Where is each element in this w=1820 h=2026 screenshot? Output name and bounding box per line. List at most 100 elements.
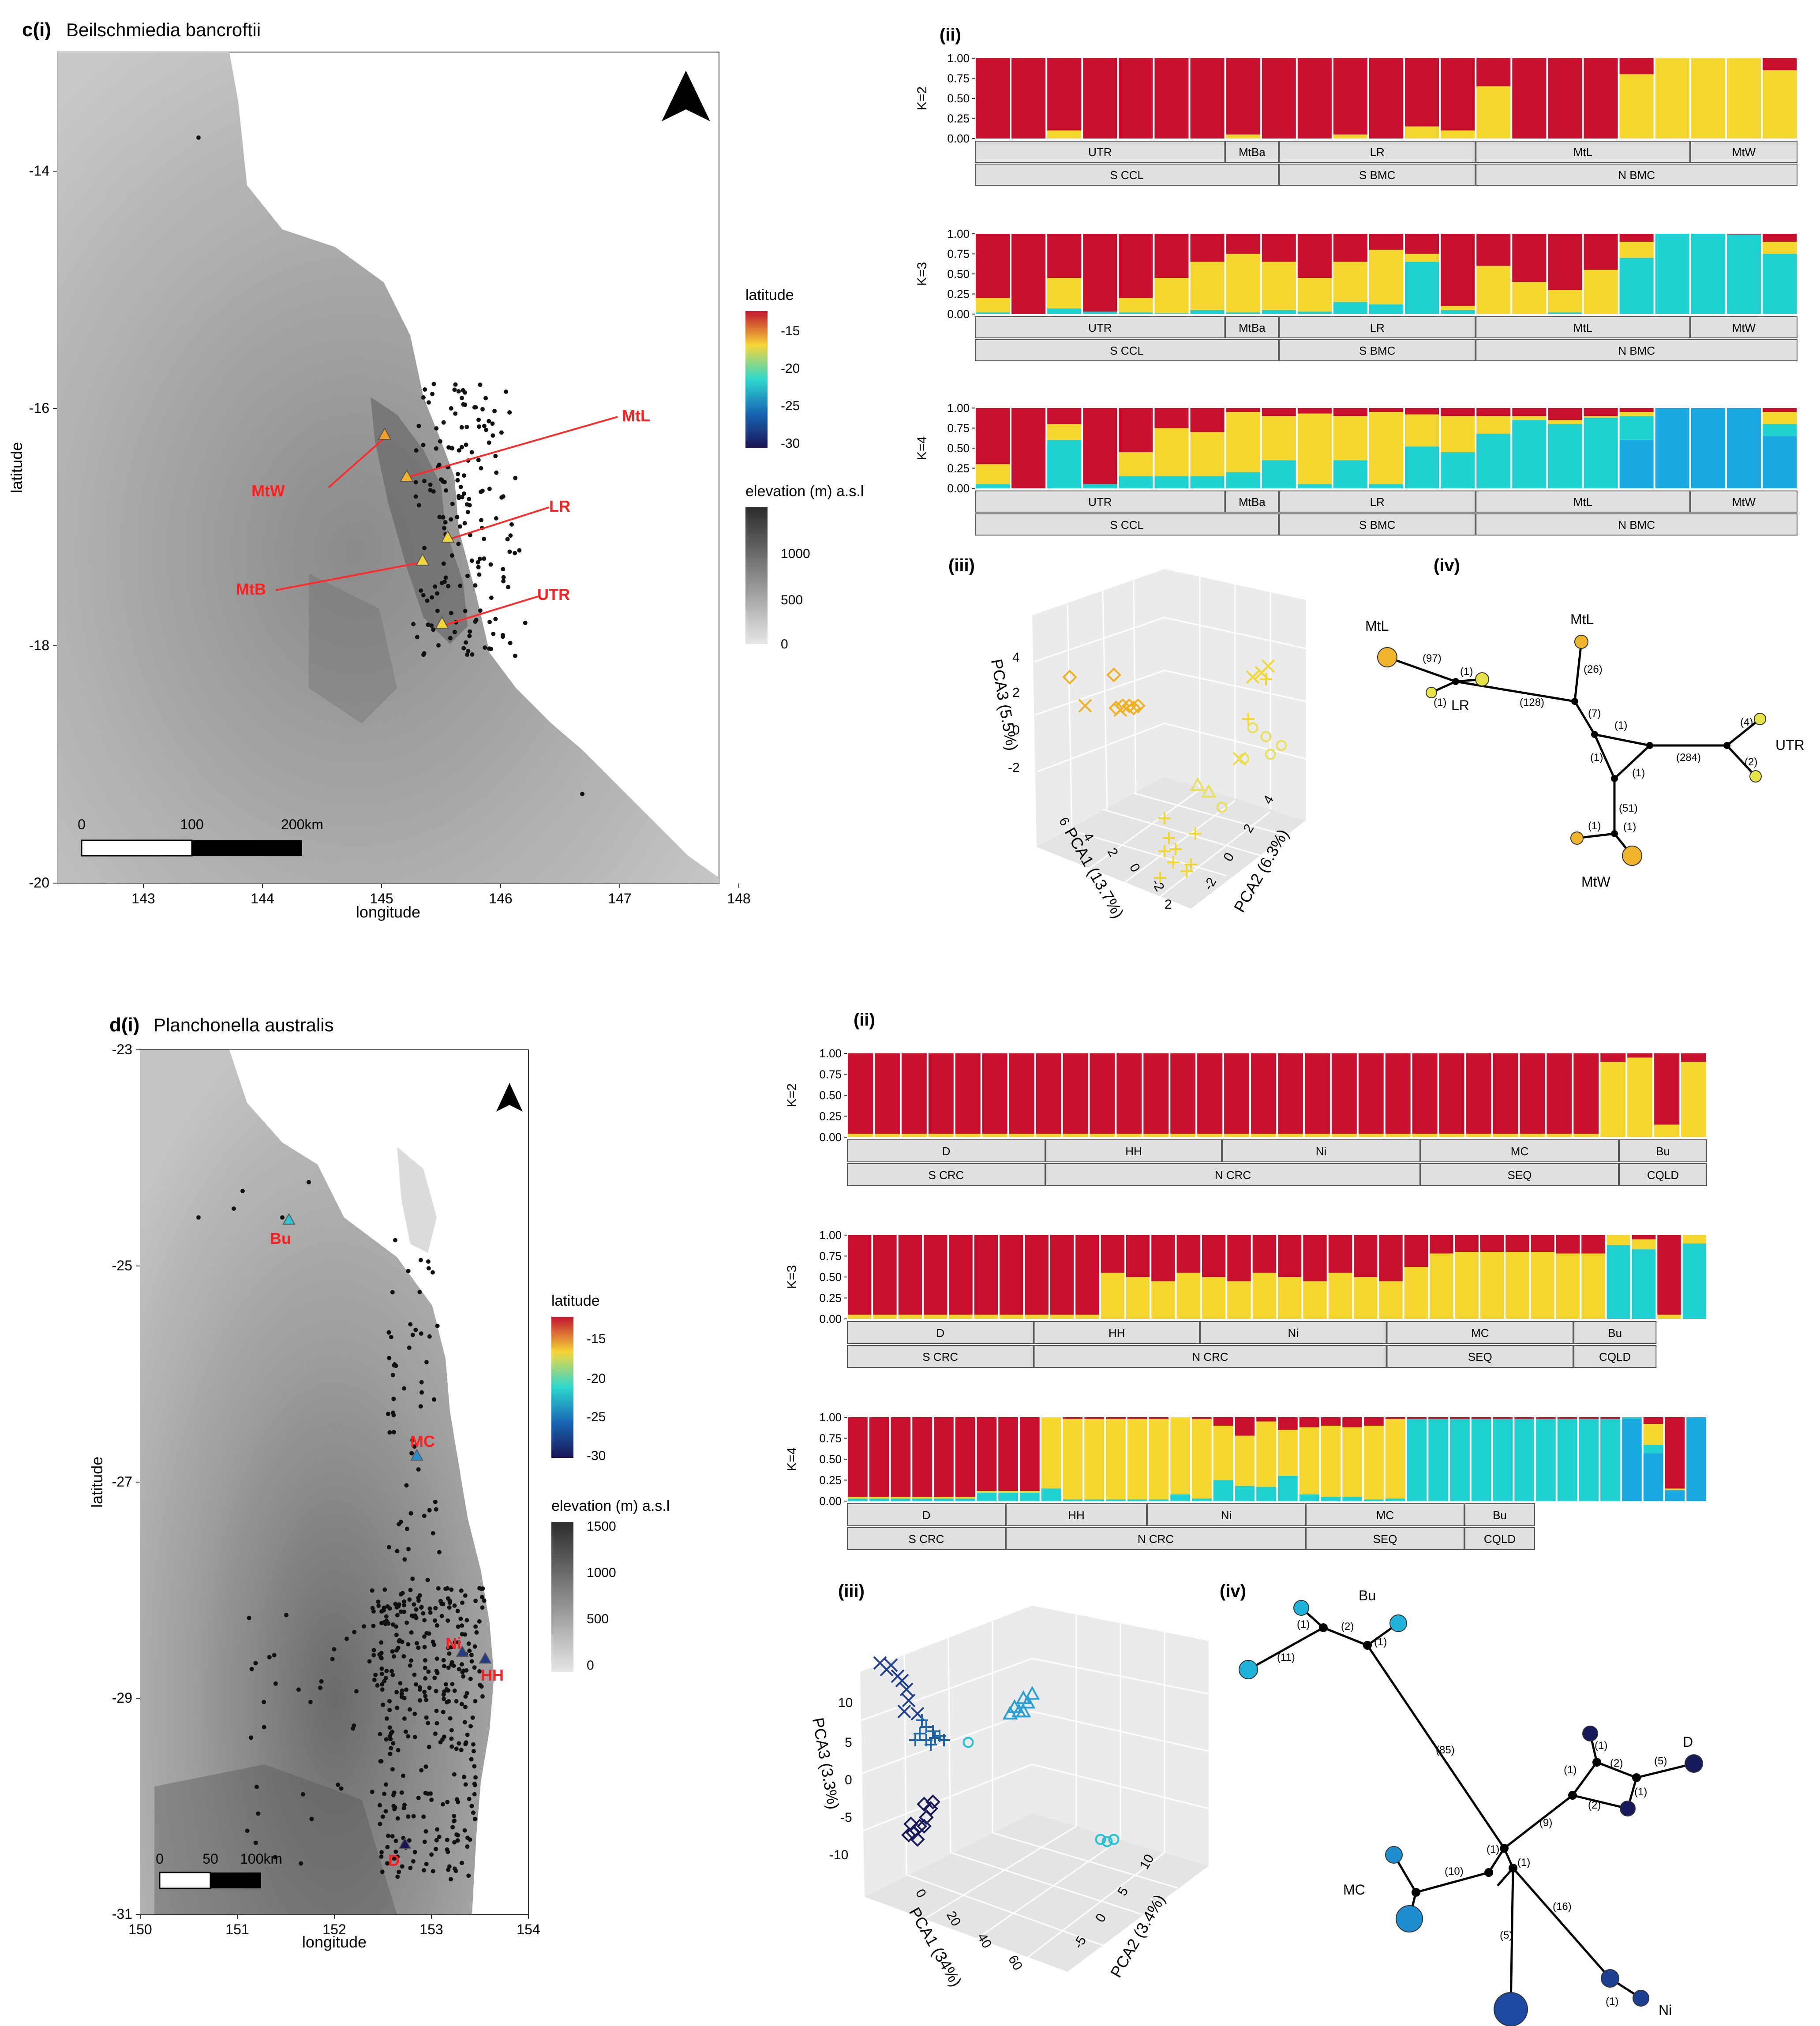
- occurrence-dot: [387, 1725, 392, 1730]
- structure-bar-segment: [1000, 1314, 1023, 1319]
- structure-bar-segment: [1197, 1134, 1223, 1137]
- occurrence-dot: [468, 629, 472, 634]
- network-edge-label: (1): [1632, 767, 1645, 779]
- structure-bar-segment: [1009, 1134, 1034, 1137]
- k-label: K=4: [915, 436, 929, 460]
- network-node: [1749, 770, 1762, 783]
- structure-bar-segment: [1471, 1417, 1491, 1419]
- occurrence-dot: [393, 1839, 398, 1843]
- network-edge-label: (1): [1623, 821, 1636, 833]
- structure-bar-segment: [1681, 1062, 1706, 1137]
- structure-bar-segment: [1584, 417, 1618, 488]
- structure-bar-segment: [1450, 1417, 1470, 1419]
- structure-bar-segment: [873, 1235, 897, 1315]
- occurrence-dot: [469, 1804, 474, 1809]
- occurrence-dot: [387, 1545, 391, 1550]
- structure-bar-segment: [901, 1134, 927, 1137]
- network-edge-label: (7): [1588, 708, 1601, 719]
- occurrence-dot: [407, 1345, 412, 1350]
- network-edge-label: (1): [1460, 666, 1473, 678]
- pca3-tick: 10: [838, 1696, 853, 1710]
- occurrence-dot: [457, 1741, 461, 1746]
- occurrence-dot: [379, 1759, 384, 1764]
- occurrence-dot: [434, 426, 439, 431]
- structure-bar-segment: [1514, 1417, 1534, 1419]
- occurrence-dot: [452, 1688, 457, 1693]
- structure-group-label: CQLD: [1599, 1350, 1631, 1363]
- pca-point: [914, 1727, 926, 1740]
- structure-bar-segment: [1116, 1134, 1142, 1137]
- structure-bar-segment: [1262, 416, 1296, 461]
- panel-d-map: d(i) Planchonella australis 150 151 152 153…: [88, 1014, 670, 1951]
- occurrence-dot: [466, 649, 471, 653]
- structure-bar-segment: [1297, 58, 1332, 139]
- occurrence-dot: [431, 382, 436, 386]
- pca-point: [1158, 812, 1171, 824]
- occurrence-dot: [464, 1691, 469, 1696]
- structure-bar-segment: [1548, 58, 1582, 139]
- pca-point: [909, 1734, 921, 1746]
- occurrence-dot: [470, 1715, 475, 1720]
- occurrence-dot: [390, 1767, 395, 1771]
- occurrence-dot: [445, 1586, 449, 1591]
- occurrence-dot: [484, 427, 488, 432]
- occurrence-dot: [449, 406, 453, 411]
- network-node: [1389, 1614, 1407, 1632]
- network-edge-label: (1): [1297, 1618, 1310, 1630]
- panel-c-label: c(i): [22, 19, 51, 41]
- pca-point: [938, 1734, 950, 1746]
- network-edge-label: (26): [1584, 663, 1603, 675]
- pca-point: [962, 1737, 974, 1748]
- occurrence-dot: [429, 1852, 434, 1857]
- occurrence-dot: [451, 1819, 456, 1824]
- occurrence-dot: [390, 1673, 395, 1678]
- structure-group-box: [1006, 1527, 1306, 1550]
- structure-bar-segment: [1762, 70, 1797, 139]
- structure-bar-segment: [1480, 1252, 1504, 1319]
- occurrence-dot: [416, 1598, 421, 1603]
- occurrence-dot: [469, 1659, 474, 1664]
- structure-bar-segment: [848, 1314, 872, 1319]
- network-node: [1633, 1990, 1649, 2007]
- occurrence-dot: [402, 1716, 407, 1721]
- occurrence-dot: [463, 1782, 468, 1787]
- occurrence-dot: [410, 1438, 415, 1442]
- structure-pop-label: D: [922, 1509, 931, 1522]
- structure-bar-segment: [1321, 1497, 1341, 1501]
- occurrence-points: [196, 135, 584, 796]
- structure-bar-segment: [1405, 126, 1439, 139]
- occurrence-dot: [460, 1662, 464, 1667]
- structure-pop-label: HH: [1125, 1145, 1142, 1158]
- pca-point: [1113, 703, 1127, 717]
- structure-bar-segment: [1278, 1235, 1302, 1277]
- occurrence-dot: [428, 1610, 433, 1615]
- network-node: [1396, 1905, 1423, 1932]
- occurrence-dot: [393, 1238, 397, 1243]
- site-label: LR: [549, 497, 570, 515]
- structure-bar-segment: [1405, 414, 1439, 447]
- structure-pop-box: [975, 316, 1225, 338]
- occurrence-dot: [371, 1653, 376, 1658]
- structure-group-label: S BMC: [1359, 518, 1395, 532]
- map-xtick-label: 148: [727, 891, 750, 906]
- structure-bar-segment: [1251, 1053, 1276, 1134]
- structure-bar-segment: [1333, 408, 1367, 416]
- occurrence-dot: [416, 503, 421, 508]
- occurrence-dot: [479, 466, 483, 471]
- structure-bar-segment: [1643, 1453, 1663, 1501]
- structure-bar-segment: [1512, 234, 1547, 282]
- occurrence-dot: [468, 1837, 472, 1842]
- pca-point: [1158, 845, 1171, 858]
- structure-bar-segment: [1557, 1417, 1577, 1419]
- occurrence-dot: [432, 1397, 437, 1402]
- occurrence-dot: [411, 1859, 416, 1864]
- structure-bar-segment: [1405, 446, 1439, 488]
- structure-bar-segment: [1197, 1053, 1223, 1134]
- structure-bar-segment: [1622, 1419, 1642, 1501]
- structure-bar-segment: [1047, 130, 1082, 139]
- map-ytick-label: -23: [112, 1041, 132, 1057]
- occurrence-dot: [392, 1654, 396, 1659]
- occurrence-dot: [490, 421, 495, 426]
- structure-bar-segment: [1512, 408, 1547, 416]
- structure-pop-box: [1225, 141, 1279, 163]
